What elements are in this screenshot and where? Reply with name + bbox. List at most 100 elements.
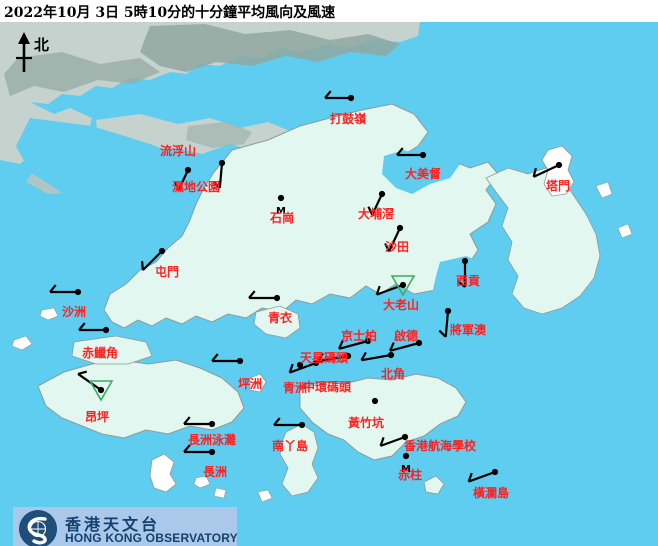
small-isle-a bbox=[193, 475, 211, 489]
mainland-dark-hills bbox=[140, 24, 400, 72]
station-marker-dot[interactable] bbox=[364, 337, 372, 345]
small-isle-e bbox=[39, 307, 59, 321]
deep-bay-water bbox=[16, 118, 206, 210]
station-label[interactable]: 南丫島 bbox=[272, 439, 309, 453]
wind-barb-shaft bbox=[77, 373, 102, 391]
station-label[interactable]: 坪洲 bbox=[238, 377, 263, 391]
station-label[interactable]: 赤鱲角 bbox=[82, 346, 119, 360]
station-marker-dot[interactable] bbox=[344, 352, 352, 360]
station-label[interactable]: 屯門 bbox=[155, 265, 180, 279]
station-marker-dot[interactable] bbox=[555, 161, 563, 169]
wind-barb-feather bbox=[288, 363, 294, 373]
station-label[interactable]: 昂坪 bbox=[85, 410, 110, 424]
wind-barb-shaft bbox=[371, 193, 383, 216]
station-label[interactable]: 大老山 bbox=[383, 298, 420, 312]
station-label[interactable]: 打鼓嶺 bbox=[330, 112, 367, 126]
station-marker-dot[interactable] bbox=[461, 257, 469, 265]
wind-barb-feather bbox=[324, 90, 332, 99]
wind-barb-shaft bbox=[218, 162, 224, 189]
station-marker-dot[interactable] bbox=[396, 224, 404, 232]
station-marker-dot[interactable] bbox=[296, 361, 304, 369]
station-marker-dot[interactable] bbox=[347, 94, 355, 102]
station-marker-dot[interactable] bbox=[236, 357, 244, 365]
wind-barb-feather bbox=[532, 167, 537, 178]
station-marker-dot[interactable] bbox=[208, 448, 216, 456]
wind-barb-feather bbox=[78, 322, 86, 331]
station-marker-dot[interactable] bbox=[312, 359, 320, 367]
station-marker-dot[interactable] bbox=[184, 166, 192, 174]
station-marker-triangle[interactable] bbox=[390, 275, 416, 297]
station-label[interactable]: 啟德 bbox=[394, 329, 419, 343]
station-label[interactable]: 沙洲 bbox=[62, 305, 87, 319]
station-m-marker: M bbox=[401, 464, 411, 475]
station-label[interactable]: 北角 bbox=[381, 367, 406, 381]
wind-barb-shaft bbox=[177, 169, 189, 191]
station-label[interactable]: 橫瀾島 bbox=[473, 486, 510, 500]
wind-barb-feather bbox=[396, 147, 404, 156]
wind-barb-feather bbox=[248, 290, 256, 299]
tolo-harbour bbox=[382, 150, 460, 194]
station-marker-dot[interactable] bbox=[298, 421, 306, 429]
wind-barb-feather bbox=[183, 444, 191, 453]
observatory-swirl-icon bbox=[19, 510, 57, 546]
station-label[interactable]: 塔門 bbox=[546, 179, 571, 193]
wind-barb-shaft bbox=[468, 470, 496, 483]
hko-logo-icon bbox=[19, 510, 57, 546]
station-marker-dot[interactable] bbox=[419, 151, 427, 159]
station-marker-dot[interactable] bbox=[399, 281, 407, 289]
wind-barb-shaft bbox=[142, 250, 163, 271]
wind-barb-feather bbox=[211, 353, 219, 362]
station-marker-dot[interactable] bbox=[74, 288, 82, 296]
station-marker-dot[interactable] bbox=[415, 339, 423, 347]
wind-barb-feather bbox=[389, 342, 395, 352]
wind-barb-feather bbox=[367, 206, 374, 216]
station-marker-dot[interactable] bbox=[102, 326, 110, 334]
station-label[interactable]: 大埔滘 bbox=[358, 207, 395, 221]
wind-barb-shaft bbox=[361, 353, 392, 362]
small-isle-d bbox=[11, 335, 33, 351]
station-label[interactable]: 赤柱 bbox=[398, 468, 423, 482]
station-marker-dot[interactable] bbox=[444, 307, 452, 315]
wind-barb-shaft bbox=[389, 341, 420, 352]
title-bar: 2022年10月 3日 5時10分的十分鐘平均風向及風速 bbox=[0, 0, 658, 22]
station-marker-dot[interactable] bbox=[277, 194, 285, 202]
wind-barb-shaft bbox=[318, 354, 349, 363]
station-marker-dot[interactable] bbox=[402, 452, 410, 460]
station-label[interactable]: 石崗 bbox=[270, 211, 295, 225]
tsing-yi-island bbox=[253, 305, 301, 339]
station-label[interactable]: 中環碼頭 bbox=[303, 380, 352, 394]
hong-kong-island bbox=[299, 373, 467, 461]
wind-barb-feather bbox=[183, 416, 191, 425]
station-label[interactable]: 長洲泳灘 bbox=[188, 433, 237, 447]
station-marker-dot[interactable] bbox=[208, 420, 216, 428]
station-label[interactable]: 黃竹坑 bbox=[348, 416, 385, 430]
station-label[interactable]: 京士柏 bbox=[341, 329, 378, 343]
station-marker-dot[interactable] bbox=[491, 468, 499, 476]
station-label[interactable]: 流浮山 bbox=[160, 144, 197, 158]
station-label[interactable]: 將軍澳 bbox=[450, 323, 487, 337]
station-marker-dot[interactable] bbox=[273, 294, 281, 302]
station-label[interactable]: 青洲 bbox=[283, 381, 308, 395]
station-marker-triangle[interactable] bbox=[88, 380, 114, 402]
station-label[interactable]: 香港航海學校 bbox=[404, 439, 477, 453]
station-label[interactable]: 青衣 bbox=[268, 311, 293, 325]
po-toi-island bbox=[423, 475, 445, 495]
station-label[interactable]: 西貢 bbox=[456, 274, 481, 288]
station-marker-dot[interactable] bbox=[218, 159, 226, 167]
station-marker-dot[interactable] bbox=[401, 433, 409, 441]
station-marker-dot[interactable] bbox=[387, 351, 395, 359]
station-marker-dot[interactable] bbox=[97, 386, 105, 394]
station-marker-dot[interactable] bbox=[371, 397, 379, 405]
station-label[interactable]: 沙田 bbox=[385, 240, 410, 254]
station-marker-dot[interactable] bbox=[158, 247, 166, 255]
station-marker-dot[interactable] bbox=[378, 190, 386, 198]
station-label[interactable]: 長洲 bbox=[203, 465, 228, 479]
north-arrow-icon bbox=[16, 32, 32, 72]
logo-chinese-name: 香港天文台 bbox=[65, 515, 161, 534]
wind-barb-feather bbox=[77, 370, 88, 376]
station-label[interactable]: 大美督 bbox=[405, 167, 442, 181]
wind-barb-feather bbox=[467, 472, 473, 482]
station-label[interactable]: 天星碼頭 bbox=[300, 351, 349, 365]
wind-barb-feather bbox=[457, 280, 466, 288]
station-label[interactable]: 濕地公園 bbox=[172, 180, 221, 194]
